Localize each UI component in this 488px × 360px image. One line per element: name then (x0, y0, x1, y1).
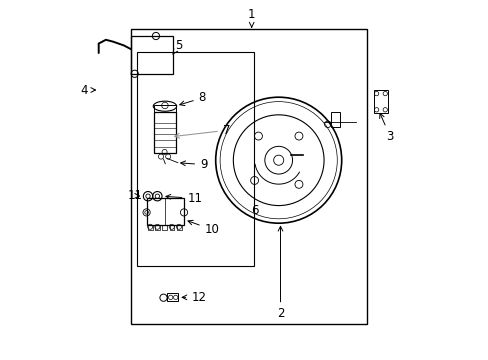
Text: 1: 1 (247, 8, 255, 27)
Bar (169, 225, 174, 230)
Bar (330, 112, 339, 127)
Text: 12: 12 (182, 291, 206, 304)
Text: 3: 3 (379, 113, 393, 143)
Text: 7: 7 (174, 124, 230, 138)
Text: 9: 9 (180, 158, 207, 171)
Text: 11: 11 (165, 192, 202, 205)
Text: 4: 4 (81, 84, 95, 96)
Bar (131, 29, 366, 324)
Bar (153, 105, 176, 112)
Text: 10: 10 (187, 220, 219, 236)
Bar (136, 52, 253, 266)
Bar (162, 225, 167, 230)
Bar (146, 198, 184, 225)
Bar (373, 90, 387, 113)
Bar (177, 225, 181, 230)
Text: 8: 8 (180, 91, 205, 105)
Bar (153, 112, 176, 153)
Bar (155, 225, 160, 230)
Text: 11: 11 (127, 189, 142, 202)
Bar (167, 293, 178, 301)
Bar (131, 36, 172, 74)
Bar (148, 225, 152, 230)
Text: 6: 6 (251, 204, 259, 217)
Text: 5: 5 (172, 39, 183, 54)
Text: 2: 2 (276, 226, 284, 320)
